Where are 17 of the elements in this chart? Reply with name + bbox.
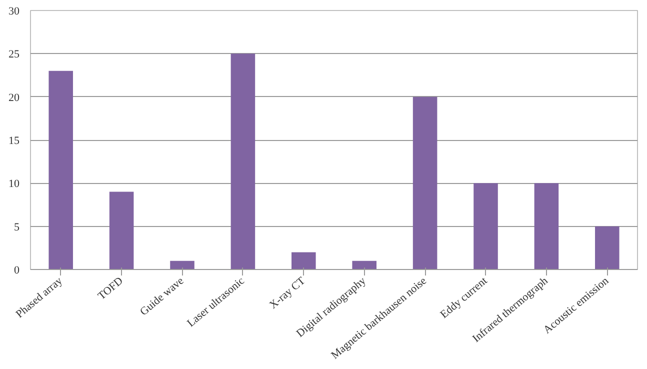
y-tick-label: 25 <box>8 48 20 61</box>
bar <box>474 183 498 270</box>
y-tick-label: 20 <box>8 92 20 104</box>
y-tick-label: 15 <box>8 135 20 147</box>
y-tick-label: 5 <box>14 221 20 234</box>
bar <box>534 183 559 270</box>
bar <box>595 226 620 270</box>
y-tick-label: 10 <box>8 178 20 190</box>
bar <box>352 260 376 270</box>
bar <box>412 96 438 270</box>
bar <box>292 252 316 270</box>
bar <box>230 54 256 270</box>
bar <box>170 260 194 270</box>
y-tick-label: 30 <box>8 6 20 18</box>
y-tick-label: 0 <box>14 264 20 276</box>
bar <box>48 70 73 270</box>
bar <box>109 192 134 270</box>
